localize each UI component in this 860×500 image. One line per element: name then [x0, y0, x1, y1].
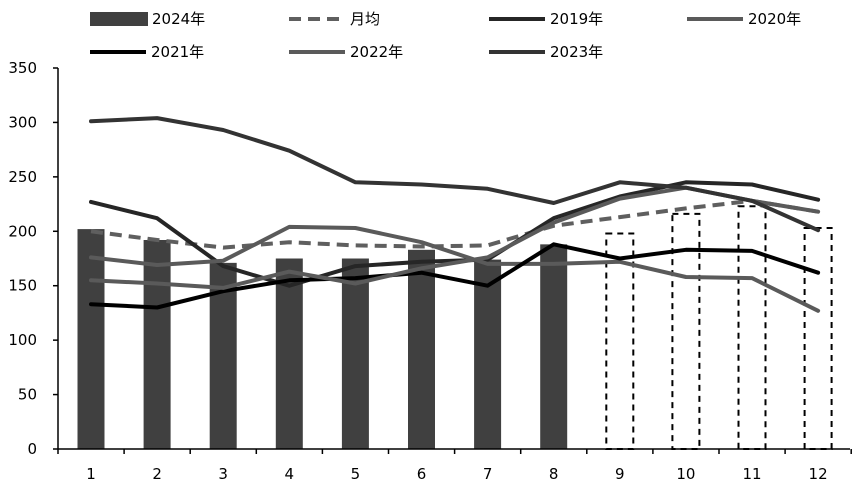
bars — [77, 205, 833, 450]
x-tick-label: 9 — [615, 465, 625, 483]
x-tick-label: 12 — [809, 465, 828, 483]
x-tick-label: 11 — [742, 465, 761, 483]
y-tick-label: 350 — [8, 59, 37, 77]
legend: 2024年 月均 2019年 2020年 2021年 2022年 2023年 — [90, 10, 801, 61]
series-line-4 — [89, 185, 821, 290]
legend-label: 2022年 — [350, 43, 403, 61]
bar-2024-projected — [737, 205, 767, 450]
bar-2024 — [474, 259, 502, 449]
bar-2024-projected — [803, 227, 833, 450]
series-line-5 — [89, 116, 821, 233]
bar-2024 — [77, 229, 105, 449]
y-tick-label: 300 — [8, 113, 37, 131]
x-tick-label: 1 — [86, 465, 96, 483]
x-tick-label: 2 — [152, 465, 162, 483]
x-tick-label: 10 — [676, 465, 695, 483]
x-tick-label: 3 — [218, 465, 228, 483]
series-line-1 — [89, 180, 821, 288]
x-tick-label: 6 — [417, 465, 427, 483]
bar-2024 — [341, 258, 369, 449]
legend-label: 月均 — [350, 10, 380, 28]
legend-label: 2021年 — [151, 43, 204, 61]
legend-label: 2024年 — [152, 10, 205, 28]
series-line-3 — [89, 242, 821, 310]
legend-swatch-bar-2024 — [90, 12, 148, 26]
y-tick-label: 200 — [8, 222, 37, 240]
y-tick-label: 100 — [8, 331, 37, 349]
y-tick-label: 250 — [8, 168, 37, 186]
bar-2024 — [275, 258, 303, 449]
x-tick-label: 7 — [483, 465, 493, 483]
legend-label: 2020年 — [748, 10, 801, 28]
x-tick-label: 5 — [351, 465, 361, 483]
legend-label: 2019年 — [550, 10, 603, 28]
y-tick-label: 150 — [8, 277, 37, 295]
bar-2024 — [408, 249, 435, 449]
y-tick-label: 50 — [18, 386, 37, 404]
x-tick-label: 4 — [285, 465, 295, 483]
bar-2024 — [143, 239, 171, 449]
lines — [89, 116, 821, 313]
series-line-0 — [90, 198, 819, 250]
bar-2024 — [540, 244, 568, 449]
x-tick-label: 8 — [549, 465, 559, 483]
series-line-2 — [89, 224, 821, 313]
y-tick-label: 0 — [27, 440, 37, 458]
legend-label: 2023年 — [550, 43, 603, 61]
